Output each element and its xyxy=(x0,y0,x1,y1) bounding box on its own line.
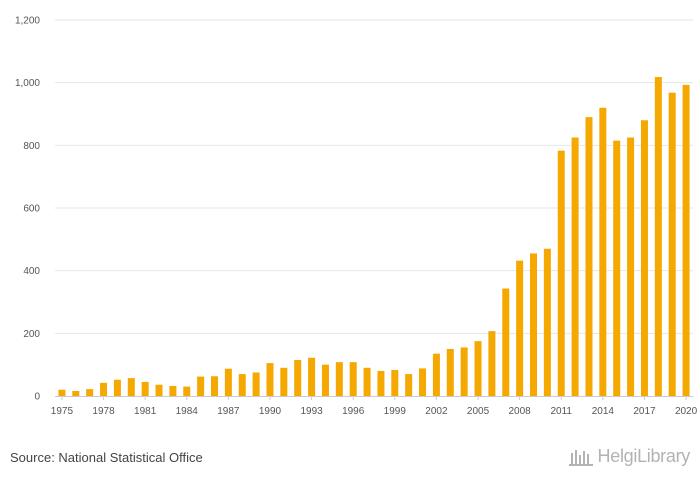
x-tick-label: 1996 xyxy=(342,406,365,417)
y-tick-label: 600 xyxy=(23,204,40,215)
x-tick-label: 2008 xyxy=(509,406,532,417)
gridlines xyxy=(55,19,693,334)
bar-1978 xyxy=(100,382,108,396)
x-tick-label: 1987 xyxy=(217,406,240,417)
x-tick-label: 2011 xyxy=(550,406,572,417)
y-tick-label: 800 xyxy=(23,141,40,152)
bar-1980 xyxy=(127,378,135,396)
bar-1997 xyxy=(363,367,371,396)
bar-2001 xyxy=(419,368,427,396)
y-axis-labels: 0 200 400 600 800 1,000 1,200 xyxy=(15,16,40,403)
bar-1977 xyxy=(86,389,94,396)
bar-1992 xyxy=(294,359,302,396)
bar-1985 xyxy=(197,376,205,396)
x-tick-label: 1975 xyxy=(51,406,74,417)
bar-1981 xyxy=(141,381,149,396)
bar-2012 xyxy=(571,137,579,396)
bar-2014 xyxy=(599,107,607,396)
y-tick-label: 200 xyxy=(23,329,40,340)
x-tick-label: 2002 xyxy=(425,406,448,417)
bar-2018 xyxy=(654,77,662,396)
bar-2011 xyxy=(557,150,565,396)
x-tick-label: 1993 xyxy=(300,406,323,417)
bar-2016 xyxy=(627,137,635,396)
x-tick-label: 1999 xyxy=(384,406,407,417)
y-tick-label: 1,200 xyxy=(15,16,40,27)
bar-1986 xyxy=(211,376,218,396)
x-tick-label: 2017 xyxy=(633,406,656,417)
brand-logo: HelgiLibrary xyxy=(568,446,690,467)
bar-1999 xyxy=(391,369,399,396)
bar-1994 xyxy=(321,364,329,396)
y-tick-label: 1,000 xyxy=(15,78,40,89)
bar-1990 xyxy=(266,363,274,396)
bar-1976 xyxy=(72,390,80,396)
x-tick-label: 2014 xyxy=(592,406,615,417)
bar-2008 xyxy=(516,260,524,396)
bar-1995 xyxy=(335,362,343,396)
x-tick-label: 1978 xyxy=(92,406,115,417)
x-tick-label: 2020 xyxy=(675,406,698,417)
x-tick-label: 1990 xyxy=(259,406,282,417)
bar-2000 xyxy=(405,374,413,396)
bar-chart: 0 200 400 600 800 1,000 1,200 1975 1978 1981 1984… xyxy=(15,16,698,418)
bar-2009 xyxy=(530,253,537,396)
bar-2013 xyxy=(585,117,593,396)
bar-2017 xyxy=(640,120,648,397)
bar-1996 xyxy=(349,362,357,396)
bars xyxy=(58,77,690,397)
x-axis-labels: 1975 1978 1981 1984 1987 1990 1993 1996 1999 2002… xyxy=(51,396,698,417)
bar-1975 xyxy=(58,389,66,396)
bar-2002 xyxy=(432,353,440,396)
y-tick-label: 400 xyxy=(23,266,40,277)
bar-2007 xyxy=(502,288,510,396)
bar-1998 xyxy=(377,370,385,396)
bar-1983 xyxy=(169,385,177,396)
x-tick-label: 1984 xyxy=(176,406,199,417)
source-note: Source: National Statistical Office xyxy=(10,450,203,465)
y-tick-label: 0 xyxy=(34,392,40,403)
bar-1991 xyxy=(280,367,288,396)
bar-2019 xyxy=(668,92,676,397)
bar-1979 xyxy=(113,379,121,396)
bar-2010 xyxy=(543,248,551,396)
bar-2003 xyxy=(446,349,454,396)
bar-2005 xyxy=(474,341,482,396)
bar-2020 xyxy=(682,84,690,397)
x-tick-label: 2005 xyxy=(467,406,490,417)
bar-1987 xyxy=(224,368,232,396)
bar-2006 xyxy=(488,331,496,396)
bar-1984 xyxy=(183,386,191,396)
bar-1993 xyxy=(308,357,316,396)
brand-name: HelgiLibrary xyxy=(597,446,691,466)
bar-1982 xyxy=(155,384,163,396)
bar-1989 xyxy=(252,372,260,396)
x-tick-label: 1981 xyxy=(134,406,157,417)
bar-1988 xyxy=(238,374,246,396)
bar-2015 xyxy=(613,140,621,396)
bar-2004 xyxy=(460,347,468,396)
library-icon xyxy=(568,449,593,466)
